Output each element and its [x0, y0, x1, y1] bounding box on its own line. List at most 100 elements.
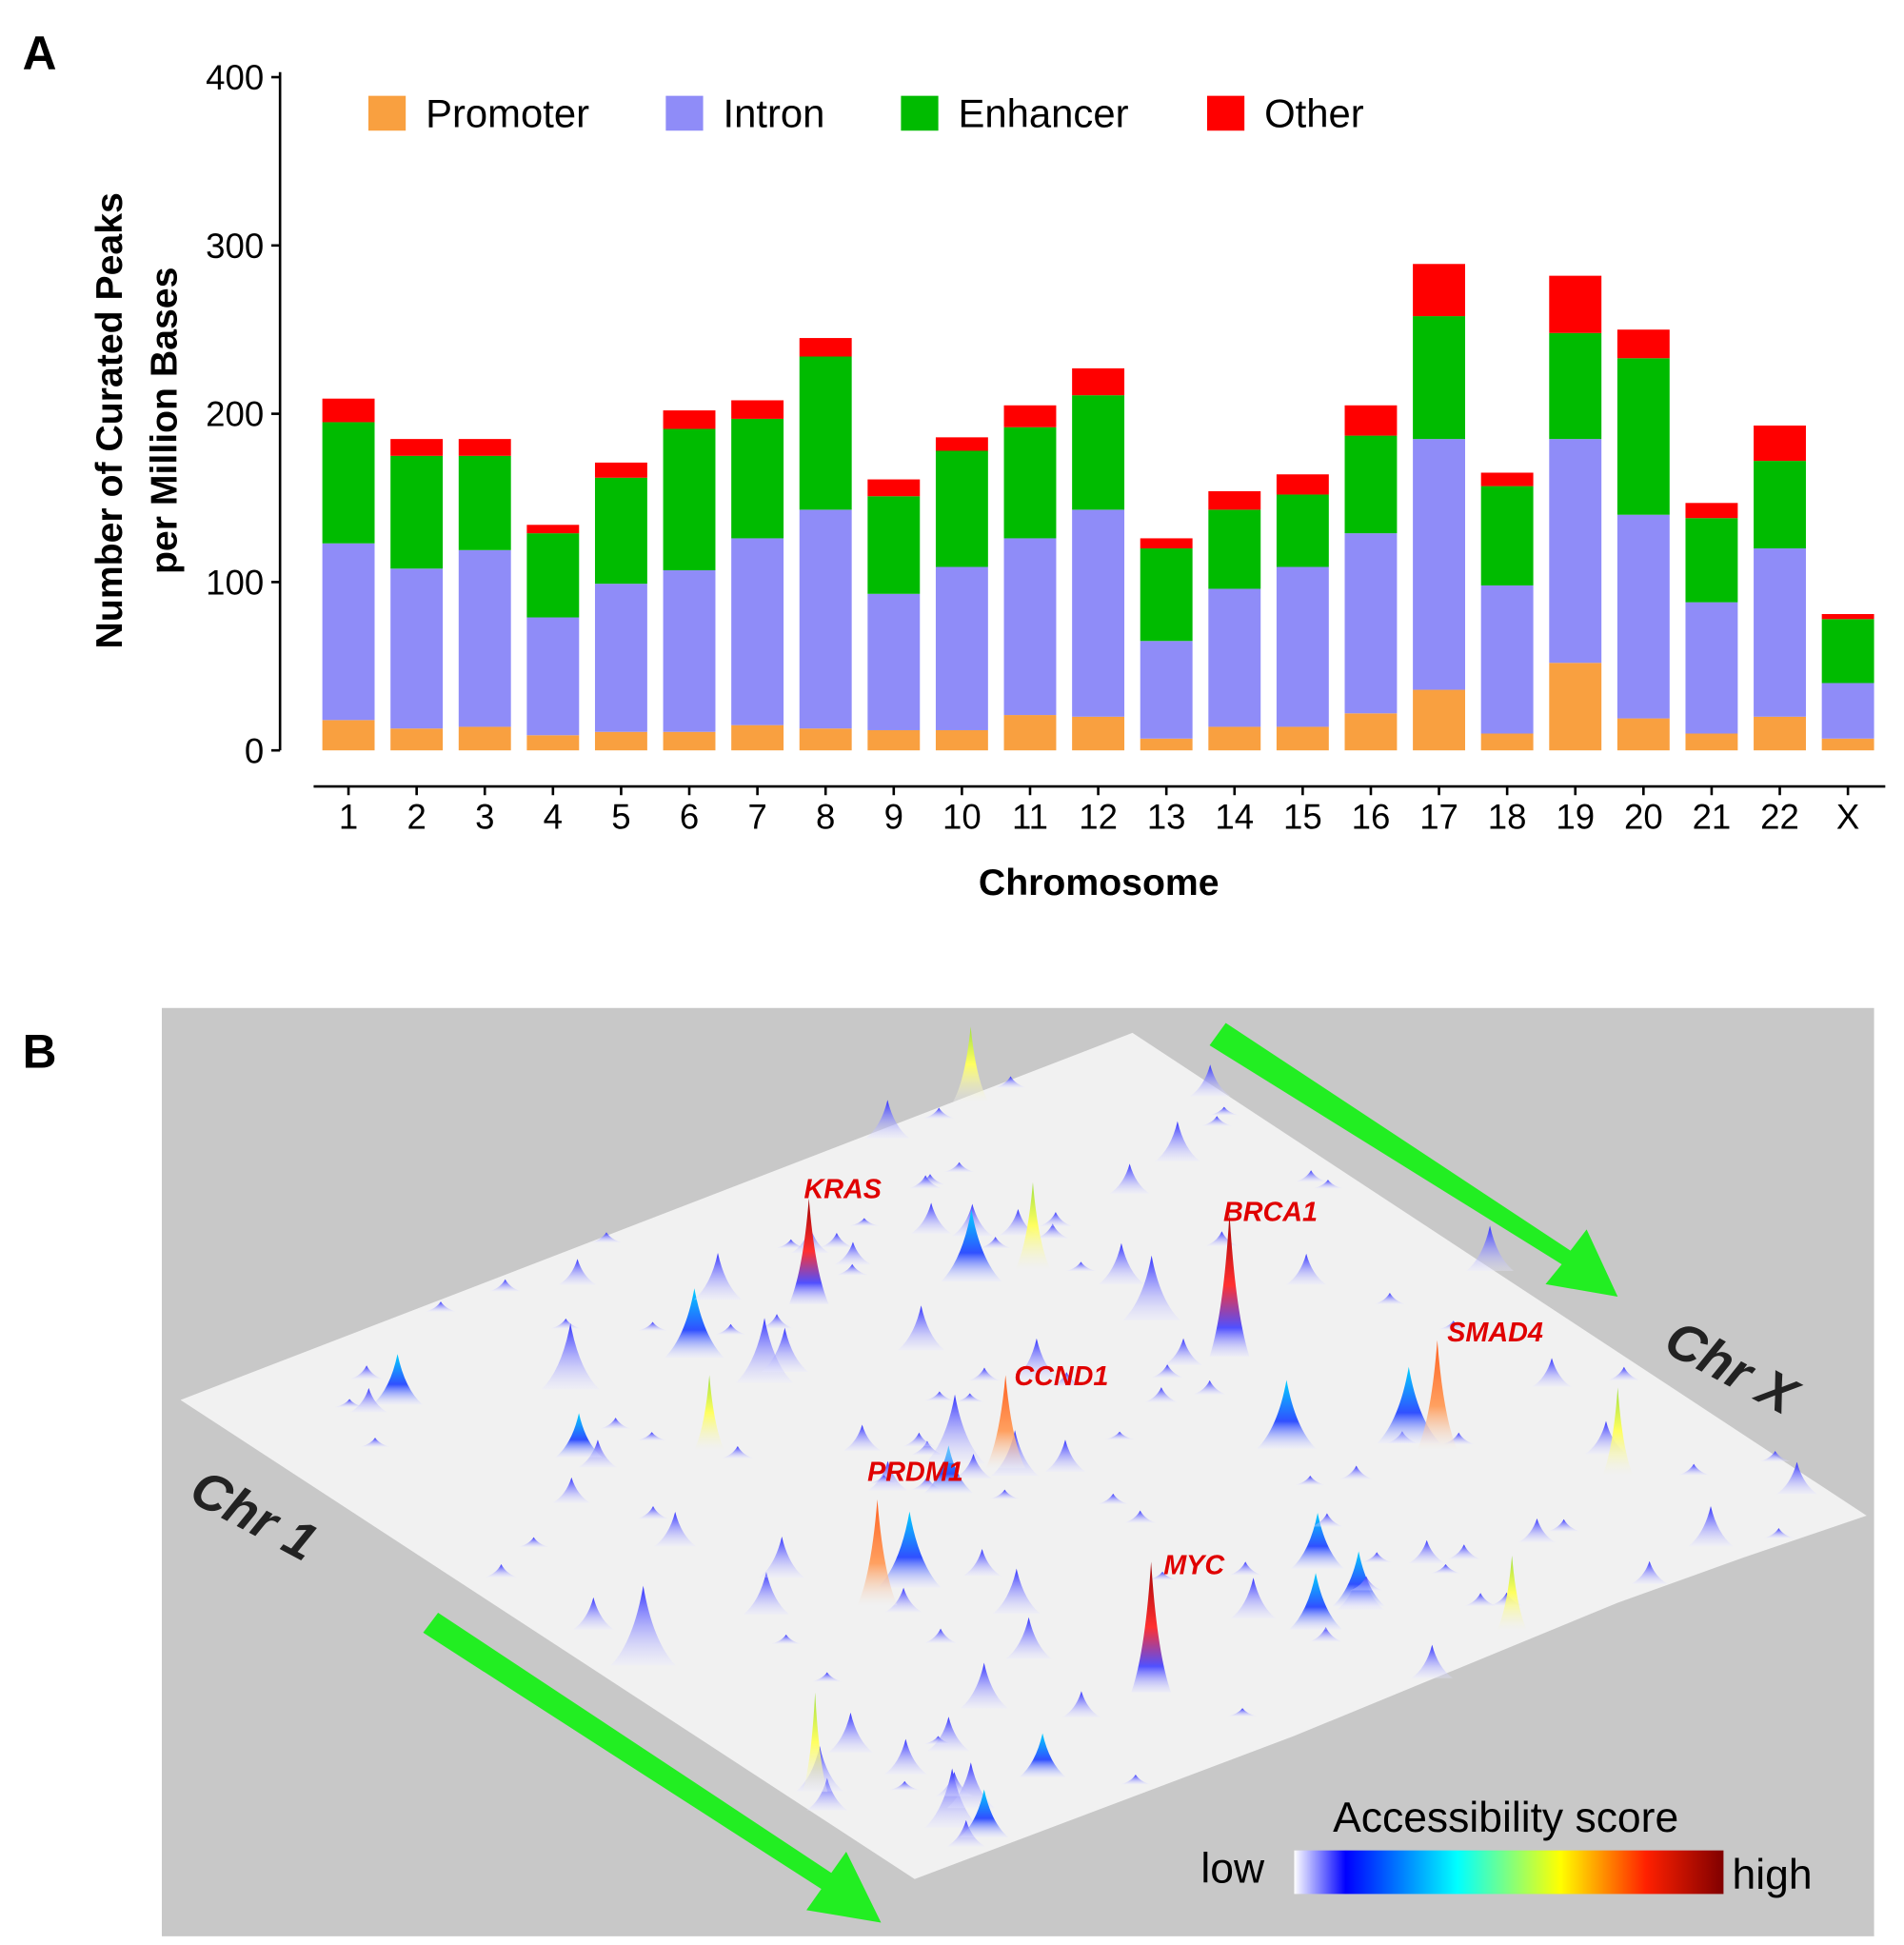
- bar-intron-13: [1140, 641, 1193, 739]
- peak: [350, 1365, 383, 1379]
- y-tick-label: 400: [206, 58, 264, 97]
- bar-promoter-12: [1072, 716, 1125, 751]
- bar-promoter-9: [867, 729, 921, 751]
- peak: [1431, 1564, 1461, 1574]
- bar-intron-X: [1821, 683, 1874, 739]
- peak: [1313, 1180, 1343, 1189]
- peak: [834, 1241, 871, 1265]
- peak: [1350, 1576, 1382, 1591]
- colorbar: [1294, 1850, 1724, 1895]
- peak-kras: [788, 1198, 829, 1304]
- peak: [1229, 1561, 1261, 1576]
- peak: [1464, 1593, 1497, 1606]
- peak: [962, 1548, 1002, 1577]
- bar-other-13: [1140, 538, 1193, 549]
- bar-other-6: [663, 410, 716, 429]
- peak: [1147, 1571, 1178, 1580]
- bar-promoter-13: [1140, 738, 1193, 751]
- bar-intron-2: [390, 568, 444, 729]
- bar-enhancer-22: [1754, 461, 1806, 549]
- peak: [558, 1259, 597, 1285]
- peak: [715, 1323, 746, 1335]
- x-tick-label: 12: [1079, 798, 1118, 837]
- peak: [911, 1476, 943, 1490]
- bar-intron-5: [594, 584, 647, 732]
- peak: [489, 1279, 521, 1292]
- peak: [1688, 1506, 1734, 1547]
- peak: [1763, 1528, 1795, 1538]
- peak: [1291, 1513, 1344, 1569]
- x-tick-label: 1: [339, 798, 358, 837]
- bar-intron-6: [663, 570, 716, 732]
- x-tick-label: X: [1836, 798, 1859, 837]
- bar-intron-15: [1276, 566, 1329, 727]
- peak: [1065, 1261, 1096, 1272]
- bar-promoter-2: [390, 728, 444, 751]
- peak: [869, 1475, 899, 1484]
- bar-enhancer-5: [594, 477, 647, 585]
- peak: [1377, 1366, 1440, 1443]
- peak: [486, 1563, 517, 1578]
- peak: [1050, 1372, 1083, 1387]
- peak: [555, 1413, 603, 1458]
- peak: [761, 1327, 809, 1373]
- bar-intron-21: [1685, 602, 1738, 734]
- gene-label-smad4: SMAD4: [1447, 1318, 1543, 1348]
- peak: [1548, 1518, 1579, 1532]
- peak-prdm1: [857, 1499, 898, 1606]
- gene-label-myc: MYC: [1163, 1550, 1225, 1580]
- peak: [1201, 1116, 1232, 1126]
- peak: [1776, 1461, 1818, 1495]
- bar-intron-8: [799, 509, 852, 729]
- peak: [1144, 1387, 1178, 1402]
- bar-promoter-16: [1344, 713, 1398, 751]
- peak: [960, 1662, 1008, 1709]
- bar-promoter-X: [1821, 738, 1874, 751]
- peak: [1466, 1225, 1515, 1272]
- peak: [1193, 1379, 1226, 1395]
- peak: [1122, 1255, 1180, 1320]
- peak: [935, 1772, 973, 1796]
- bar-other-18: [1480, 472, 1534, 486]
- peak: [360, 1438, 390, 1447]
- peak: [837, 1263, 868, 1276]
- peak: [1285, 1253, 1327, 1285]
- y-tick-label: 100: [206, 563, 264, 602]
- arrow-chr-1: [423, 1613, 882, 1923]
- peak: [334, 1399, 365, 1408]
- bar-enhancer-12: [1072, 395, 1125, 510]
- peak: [1209, 1106, 1240, 1116]
- bar-other-8: [799, 338, 852, 357]
- peak: [572, 1597, 614, 1630]
- bar-enhancer-4: [526, 533, 580, 618]
- peak: [1296, 1170, 1327, 1182]
- peak: [1678, 1463, 1710, 1476]
- peak: [1518, 1518, 1556, 1542]
- bar-other-22: [1754, 425, 1806, 462]
- bar-other-14: [1208, 490, 1261, 510]
- y-tick-label: 200: [206, 395, 264, 434]
- bar-promoter-8: [799, 728, 852, 751]
- gene-labels: KRAS BRCA1 SMAD4 CCND1 PRDM1 MYC: [803, 1175, 1542, 1581]
- x-tick-label: 15: [1283, 798, 1322, 837]
- peak: [1289, 1573, 1342, 1630]
- peak-yellow: [694, 1375, 724, 1450]
- peak: [1062, 1691, 1101, 1717]
- x-tick-label: 21: [1693, 798, 1732, 837]
- peak: [1230, 1578, 1277, 1618]
- peak: [924, 1628, 957, 1643]
- bar-enhancer-15: [1276, 494, 1329, 567]
- peak: [1104, 1431, 1135, 1439]
- peak: [638, 1321, 667, 1331]
- peak: [884, 1738, 927, 1775]
- bar-intron-4: [526, 617, 580, 736]
- peak: [1121, 1774, 1151, 1785]
- bar-promoter-22: [1754, 716, 1806, 751]
- peak: [1361, 1552, 1392, 1563]
- x-tick-label: 2: [407, 798, 426, 837]
- bar-promoter-4: [526, 735, 580, 751]
- peak: [943, 1161, 975, 1172]
- bar-promoter-17: [1413, 689, 1466, 751]
- bar-enhancer-18: [1480, 486, 1534, 585]
- legend-swatch-other: [1206, 95, 1245, 131]
